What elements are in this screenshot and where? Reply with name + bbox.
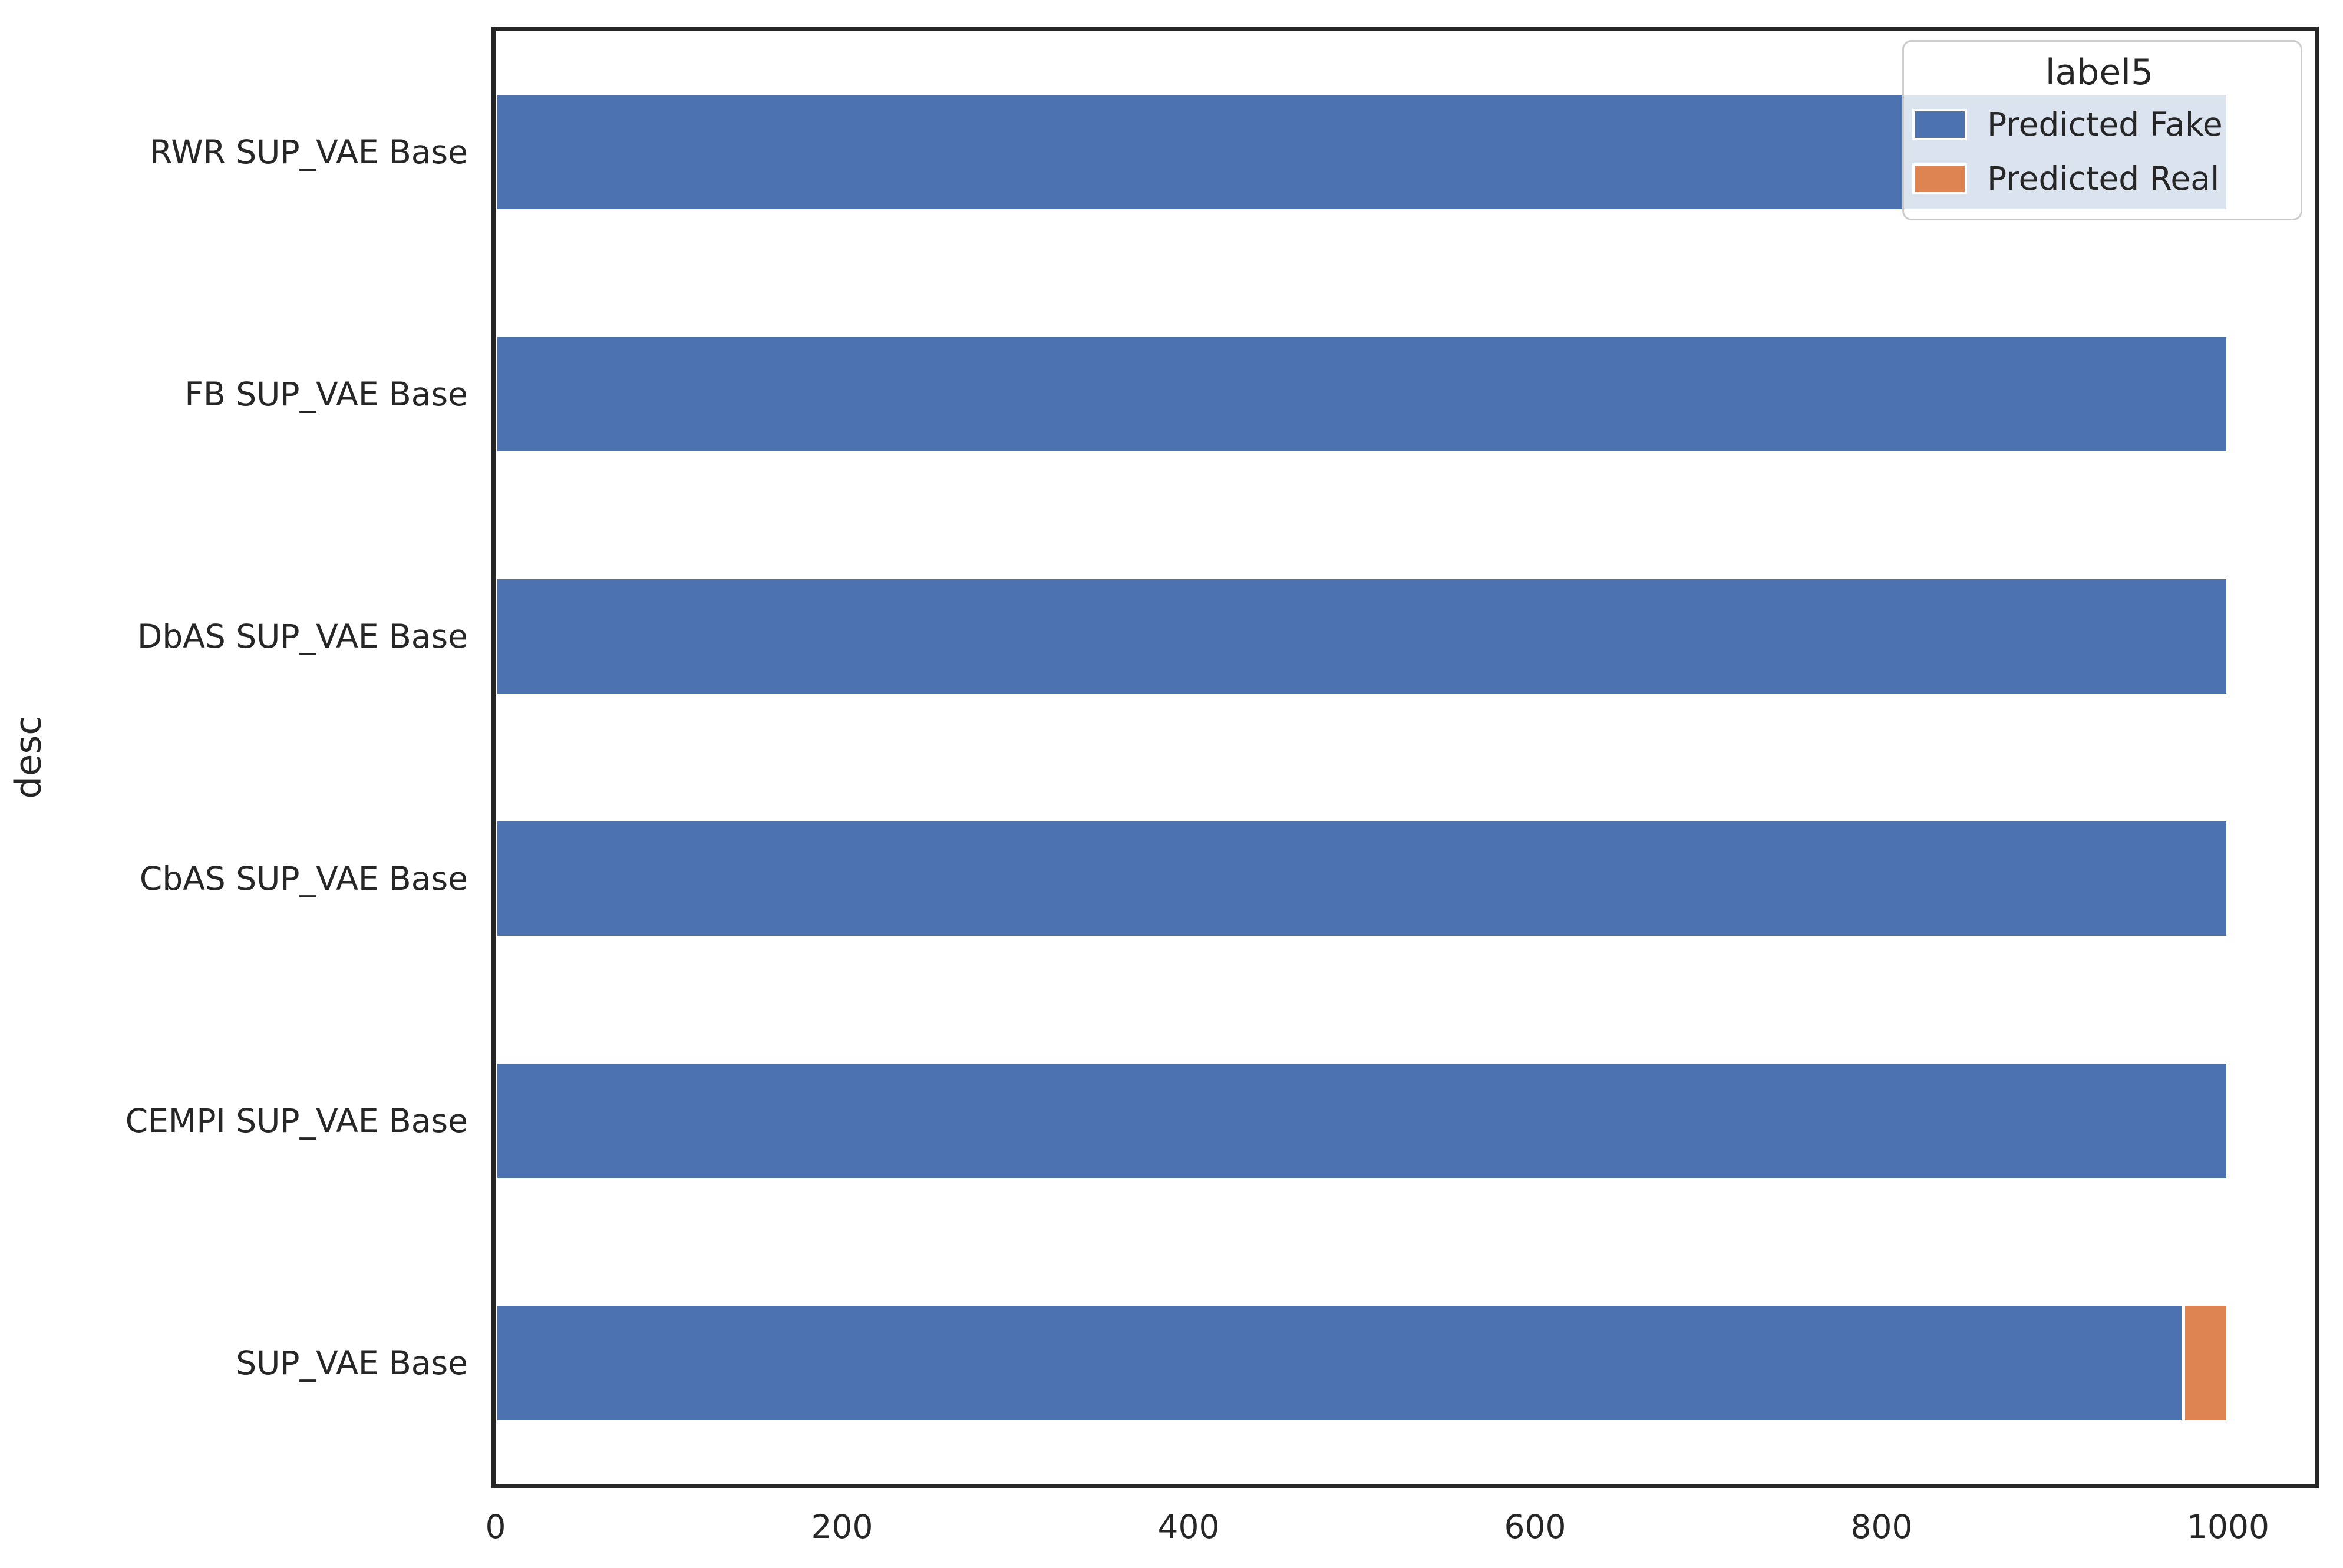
bar-segment-predicted-fake xyxy=(496,577,2228,695)
legend-title: label5 xyxy=(2045,52,2154,93)
y-axis-title: desc xyxy=(7,715,50,799)
x-tick-label: 0 xyxy=(485,1508,506,1546)
plot-area xyxy=(491,27,2319,1488)
x-tick-label: 600 xyxy=(1504,1508,1566,1546)
bar-row xyxy=(496,577,2315,695)
legend-swatch-predicted-real xyxy=(1912,163,1967,194)
bar-segment-predicted-fake xyxy=(496,1304,2183,1422)
bar-segment-predicted-fake xyxy=(496,335,2228,453)
legend-item-label: Predicted Fake xyxy=(1987,105,2223,143)
legend-swatch-predicted-fake xyxy=(1912,108,1967,140)
bar-row xyxy=(496,335,2315,453)
bar-segment-predicted-real xyxy=(2183,1304,2228,1422)
bar-segment-predicted-fake xyxy=(496,1062,2228,1180)
y-tick-label: FB SUP_VAE Base xyxy=(184,375,468,413)
y-tick-label: DbAS SUP_VAE Base xyxy=(137,617,468,655)
x-tick-label: 1000 xyxy=(2187,1508,2269,1546)
y-tick-label: SUP_VAE Base xyxy=(236,1344,468,1382)
x-tick-label: 800 xyxy=(1850,1508,1913,1546)
bar-row xyxy=(496,1304,2315,1422)
y-tick-label: CEMPI SUP_VAE Base xyxy=(125,1102,468,1140)
bar-row xyxy=(496,1062,2315,1180)
legend-rows: Predicted Fake Predicted Real xyxy=(1912,97,2286,206)
legend-item-label: Predicted Real xyxy=(1987,160,2220,197)
x-tick-label: 400 xyxy=(1157,1508,1220,1546)
bars-layer xyxy=(496,31,2315,1484)
y-tick-label: RWR SUP_VAE Base xyxy=(150,133,468,171)
bar-row xyxy=(496,820,2315,938)
legend-item: Predicted Fake xyxy=(1912,97,2286,151)
x-tick-label: 200 xyxy=(811,1508,873,1546)
legend: label5 Predicted Fake Predicted Real xyxy=(1902,40,2302,220)
legend-item: Predicted Real xyxy=(1912,151,2286,206)
y-tick-label: CbAS SUP_VAE Base xyxy=(139,860,468,898)
bar-segment-predicted-fake xyxy=(496,820,2228,938)
